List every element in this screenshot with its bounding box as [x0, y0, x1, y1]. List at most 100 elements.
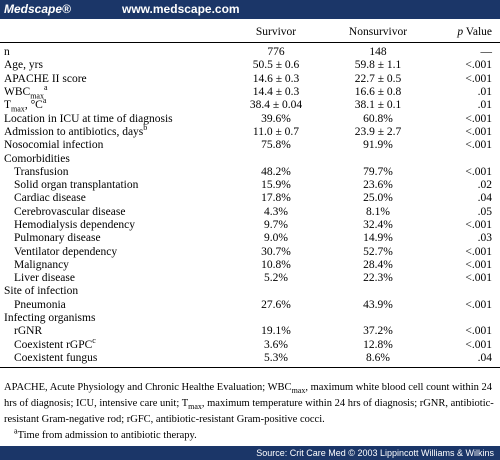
cell: 16.6 ± 0.8: [326, 86, 430, 99]
table-row: Pulmonary disease 9.0% 14.9% .03: [0, 232, 500, 245]
cell: .05: [430, 206, 500, 219]
table-row: Transfusion 48.2% 79.7% <.001: [0, 166, 500, 179]
nonsurvivor-value: 14.9%: [363, 232, 393, 245]
survivor-value: 5.2%: [264, 272, 288, 285]
p-value: <.001: [465, 219, 492, 231]
nonsurvivor-value: 25.0%: [363, 192, 393, 205]
survivor-value: 75.8%: [261, 139, 291, 152]
p-value: <.001: [465, 59, 492, 72]
header-text: p: [457, 25, 464, 38]
cell: 79.7%: [326, 166, 430, 179]
superscript: a: [14, 426, 18, 436]
nonsurvivor-value: 8.1%: [366, 205, 390, 218]
nonsurvivor-value: 43.9%: [363, 298, 393, 311]
cell: 75.8%: [226, 139, 326, 152]
cell: 38.4 ± 0.04: [226, 99, 326, 112]
nonsurvivor-value: 23.6%: [363, 179, 393, 192]
cell: <.001: [430, 139, 500, 152]
p-value: <.001: [465, 258, 492, 271]
row-label: Hemodialysis dependency: [0, 219, 226, 232]
table-row: Pneumonia 27.6% 43.9% <.001: [0, 299, 500, 312]
header-cell: Nonsurvivor: [326, 22, 430, 43]
cell: 3.6%: [226, 339, 326, 352]
survivor-value: 14.4 ± 0.3: [252, 86, 300, 99]
text: Liver disease: [14, 272, 75, 285]
table-row: Site of infection: [0, 285, 500, 298]
survivor-value: 10.8%: [261, 258, 291, 271]
table-row: WBCmaxa 14.4 ± 0.3 16.6 ± 0.8 .01: [0, 84, 500, 101]
cell: 5.2%: [226, 272, 326, 285]
table-row: Coexistent rGPCc 3.6% 12.8% <.001: [0, 335, 500, 352]
header-cell: Survivor: [226, 22, 326, 43]
cell: 22.3%: [326, 272, 430, 285]
row-label: Ventilator dependency: [0, 245, 226, 258]
row-label: Transfusion: [0, 166, 226, 179]
text: n: [4, 46, 10, 59]
cell: [430, 152, 500, 165]
cell: 5.3%: [226, 351, 326, 369]
cell: .04: [430, 351, 500, 369]
text: Comorbidities: [4, 152, 70, 165]
row-label: WBCmaxa: [0, 84, 226, 101]
survivor-value: 9.0%: [264, 232, 288, 245]
text: Malignancy: [14, 258, 69, 271]
survivor-value: 30.7%: [261, 245, 291, 258]
row-label: Location in ICU at time of diagnosis: [0, 112, 226, 125]
subscript: max: [188, 402, 202, 412]
nonsurvivor-value: 22.3%: [363, 272, 393, 285]
row-label: Admission to antibiotics, daysb: [0, 124, 226, 139]
p-value: <.001: [465, 272, 492, 285]
text: APACHE II score: [4, 72, 87, 85]
table-row: Hemodialysis dependency 9.7% 32.4% <.001: [0, 219, 500, 232]
subscript: max: [11, 104, 25, 114]
text: , °C: [24, 99, 43, 112]
subscript: max: [291, 386, 306, 396]
row-label: rGNR: [0, 325, 226, 338]
table-row: Location in ICU at time of diagnosis 39.6…: [0, 112, 500, 125]
cell: 60.8%: [326, 112, 430, 125]
cell: .01: [430, 86, 500, 99]
survivor-value: 14.6 ± 0.3: [252, 72, 300, 85]
table-row: n 776 148 —: [0, 43, 500, 60]
survivor-value: 15.9%: [261, 179, 291, 192]
cell: 48.2%: [226, 166, 326, 179]
nonsurvivor-value: 22.7 ± 0.5: [354, 72, 402, 85]
nonsurvivor-value: 52.7%: [363, 245, 393, 258]
survivor-value: 4.3%: [264, 205, 288, 218]
cell: 148: [326, 43, 430, 60]
nonsurvivor-value: 23.9 ± 2.7: [354, 125, 402, 138]
cell: <.001: [430, 325, 500, 338]
cell: [226, 152, 326, 165]
cell: .03: [430, 232, 500, 245]
cell: <.001: [430, 299, 500, 312]
header-row: Survivor Nonsurvivor p Value: [0, 22, 500, 43]
brand: Medscape®: [4, 2, 71, 16]
survivor-value: 5.3%: [264, 351, 288, 364]
p-value: .05: [477, 205, 492, 218]
superscript: a: [42, 96, 47, 106]
text: Nosocomial infection: [4, 139, 104, 152]
table-row: Malignancy 10.8% 28.4% <.001: [0, 259, 500, 272]
row-label: Coexistent fungus: [0, 351, 226, 369]
cell: 23.9 ± 2.7: [326, 126, 430, 139]
text: Transfusion: [14, 165, 69, 178]
table-row: Cerebrovascular disease 4.3% 8.1% .05: [0, 206, 500, 219]
cell: <.001: [430, 272, 500, 285]
table-row: Tmax, °Ca 38.4 ± 0.04 38.1 ± 0.1 .01: [0, 96, 500, 114]
footer-bar: Source: Crit Care Med © 2003 Lippincott …: [0, 446, 500, 460]
text: Coexistent rGPC: [14, 338, 93, 351]
row-label: Site of infection: [0, 285, 226, 298]
header-cell: p Value: [430, 22, 500, 43]
text: Age, yrs: [4, 59, 43, 72]
survivor-value: 9.7%: [264, 219, 288, 231]
cell: 776: [226, 43, 326, 60]
subscript: max: [30, 91, 44, 101]
superscript: c: [92, 335, 96, 345]
footnote: aTime from admission to antibiotic thera…: [4, 426, 498, 444]
row-label: Nosocomial infection: [0, 139, 226, 152]
table-row: Admission to antibiotics, daysb 11.0 ± 0.…: [0, 124, 500, 139]
table-row: Coexistent fungus 5.3% 8.6% .04: [0, 351, 500, 369]
cell: 38.1 ± 0.1: [326, 99, 430, 112]
cell: 43.9%: [326, 299, 430, 312]
p-value: <.001: [465, 338, 492, 351]
